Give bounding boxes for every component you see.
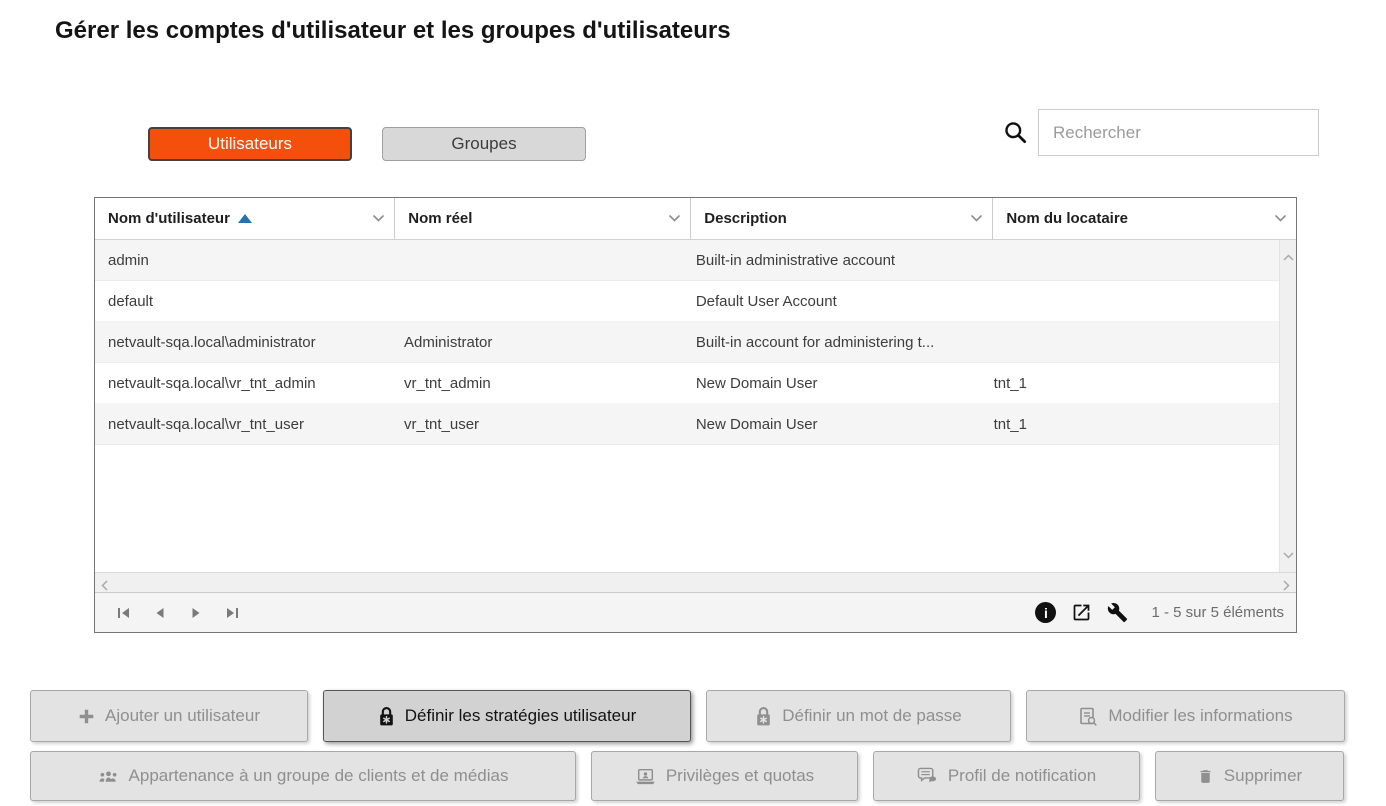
scroll-left-icon[interactable] [101, 578, 108, 596]
grid-body: admin Built-in administrative account de… [95, 240, 1296, 572]
table-row[interactable]: netvault-sqa.local\administrator Adminis… [95, 322, 1279, 363]
tab-utilisateurs[interactable]: Utilisateurs [148, 127, 352, 161]
action-row-1: Ajouter un utilisateur Définir les strat… [30, 690, 1350, 742]
sort-ascending-icon [237, 214, 252, 223]
privileges-quotas-label: Privilèges et quotas [665, 766, 815, 785]
cell-realname: vr_tnt_user [404, 415, 480, 433]
tab-groupes-label: Groupes [451, 134, 517, 153]
column-header-realname-label: Nom réel [408, 210, 473, 227]
first-page-icon[interactable] [117, 606, 131, 620]
group-icon [98, 768, 119, 784]
add-user-button[interactable]: Ajouter un utilisateur [30, 690, 308, 742]
laptop-icon [635, 768, 656, 785]
table-row[interactable]: netvault-sqa.local\vr_tnt_admin vr_tnt_a… [95, 363, 1279, 404]
set-user-policies-button[interactable]: Définir les stratégies utilisateur [323, 690, 691, 742]
client-media-group-membership-button[interactable]: Appartenance à un groupe de clients et d… [30, 751, 576, 801]
scroll-right-icon[interactable] [1283, 578, 1290, 596]
lock-icon [378, 706, 395, 727]
set-user-policies-label: Définir les stratégies utilisateur [404, 706, 637, 725]
column-header-tenant[interactable]: Nom du locataire [993, 198, 1296, 239]
cell-username: netvault-sqa.local\administrator [108, 333, 316, 351]
column-header-description[interactable]: Description [691, 198, 994, 239]
cell-realname: Administrator [404, 333, 493, 351]
cell-description: Built-in account for administering t... [695, 333, 935, 351]
chevron-down-icon[interactable] [668, 214, 681, 223]
prev-page-icon[interactable] [153, 606, 167, 620]
cell-username: admin [108, 251, 149, 269]
plus-icon [78, 708, 95, 725]
column-header-description-label: Description [704, 210, 787, 227]
cell-username: netvault-sqa.local\vr_tnt_admin [108, 374, 316, 392]
page-title: Gérer les comptes d'utilisateur et les g… [55, 17, 731, 44]
table-row[interactable]: admin Built-in administrative account [95, 240, 1279, 281]
next-page-icon[interactable] [189, 606, 203, 620]
notification-profile-button[interactable]: Profil de notification [873, 751, 1140, 801]
record-count: 1 - 5 sur 5 éléments [1151, 604, 1284, 621]
grid-rows: admin Built-in administrative account de… [95, 240, 1279, 445]
scroll-up-icon[interactable] [1283, 248, 1294, 266]
edit-info-icon [1078, 706, 1098, 727]
search-input[interactable] [1038, 109, 1319, 156]
cell-description: Built-in administrative account [695, 251, 896, 269]
pager [117, 606, 239, 620]
export-icon[interactable] [1071, 602, 1092, 623]
column-header-username-label: Nom d'utilisateur [108, 210, 230, 227]
delete-label: Supprimer [1223, 766, 1303, 785]
chat-icon [917, 767, 938, 786]
tab-groupes[interactable]: Groupes [382, 127, 586, 161]
cell-description: New Domain User [695, 415, 818, 433]
set-password-label: Définir un mot de passe [782, 706, 962, 725]
tab-utilisateurs-label: Utilisateurs [207, 134, 293, 153]
lock-icon [755, 706, 772, 727]
trash-icon [1197, 767, 1214, 786]
chevron-down-icon[interactable] [1274, 214, 1287, 223]
delete-button[interactable]: Supprimer [1155, 751, 1344, 801]
privileges-quotas-button[interactable]: Privilèges et quotas [591, 751, 858, 801]
cell-description: New Domain User [695, 374, 818, 392]
client-media-group-membership-label: Appartenance à un groupe de clients et d… [128, 766, 509, 785]
action-buttons: Ajouter un utilisateur Définir les strat… [30, 690, 1350, 801]
cell-username: default [108, 292, 154, 310]
modify-information-button[interactable]: Modifier les informations [1026, 690, 1345, 742]
table-row[interactable]: netvault-sqa.local\vr_tnt_user vr_tnt_us… [95, 404, 1279, 445]
notification-profile-label: Profil de notification [947, 766, 1097, 785]
add-user-label: Ajouter un utilisateur [105, 706, 260, 725]
cell-tenant: tnt_1 [993, 374, 1027, 392]
tools-icon[interactable] [1107, 602, 1128, 623]
column-header-tenant-label: Nom du locataire [1006, 210, 1129, 227]
horizontal-scrollbar[interactable] [95, 572, 1296, 592]
chevron-down-icon[interactable] [970, 214, 983, 223]
set-password-button[interactable]: Définir un mot de passe [706, 690, 1011, 742]
column-header-realname[interactable]: Nom réel [395, 198, 692, 239]
grid-header: Nom d'utilisateur Nom réel Description [95, 198, 1296, 240]
cell-username: netvault-sqa.local\vr_tnt_user [108, 415, 304, 433]
chevron-down-icon[interactable] [372, 214, 385, 223]
cell-realname: vr_tnt_admin [404, 374, 491, 392]
search-area [1003, 109, 1319, 156]
last-page-icon[interactable] [225, 606, 239, 620]
footer-right: i 1 - 5 sur 5 éléments [1035, 602, 1284, 623]
grid-footer: i 1 - 5 sur 5 éléments [95, 592, 1296, 632]
cell-tenant: tnt_1 [993, 415, 1027, 433]
modify-information-label: Modifier les informations [1108, 706, 1293, 725]
vertical-scrollbar[interactable] [1279, 240, 1296, 572]
column-header-username[interactable]: Nom d'utilisateur [95, 198, 396, 239]
table-row[interactable]: default Default User Account [95, 281, 1279, 322]
scroll-down-icon[interactable] [1283, 546, 1294, 564]
action-row-2: Appartenance à un groupe de clients et d… [30, 751, 1350, 801]
view-tabs: Utilisateurs Groupes [148, 127, 586, 161]
search-icon [1003, 120, 1029, 146]
cell-description: Default User Account [695, 292, 837, 310]
users-grid: Nom d'utilisateur Nom réel Description [94, 197, 1297, 633]
info-icon[interactable]: i [1035, 602, 1057, 623]
